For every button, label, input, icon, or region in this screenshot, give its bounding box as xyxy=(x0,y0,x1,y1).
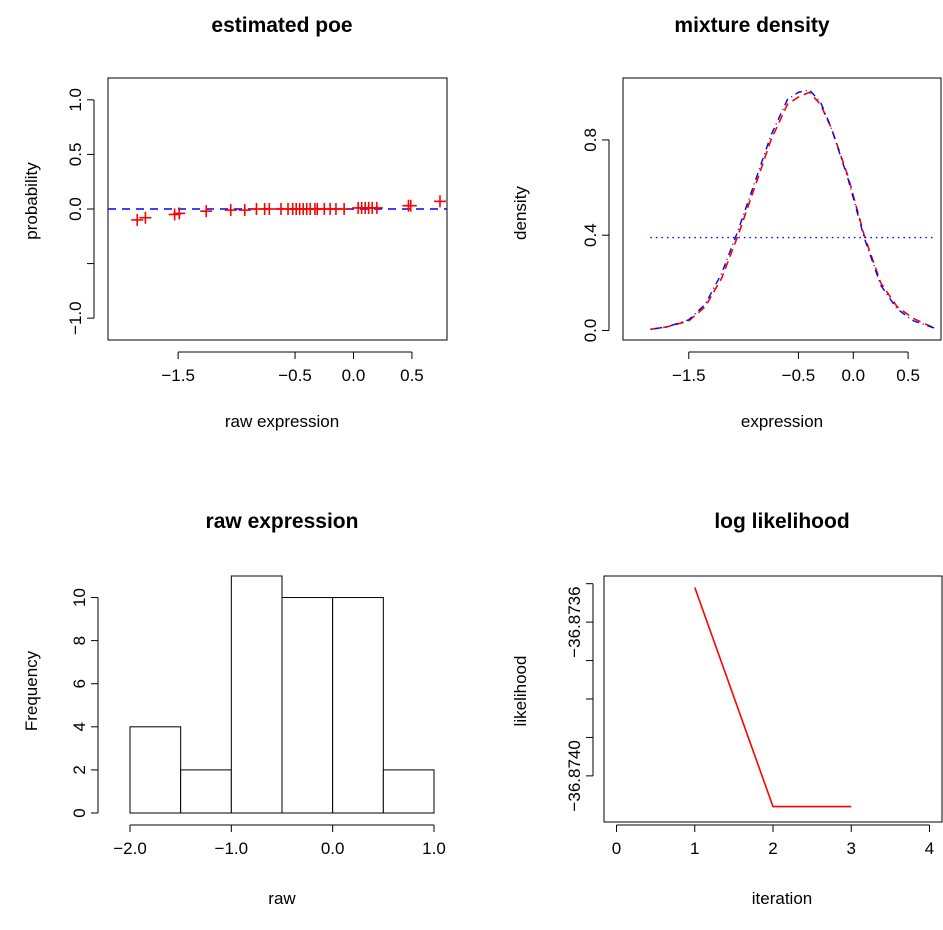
x-tick-label: 1.0 xyxy=(422,839,446,858)
x-tick-label: −0.5 xyxy=(278,366,312,385)
panel-log-likelihood: log likelihood iteration likelihood 0 1 2 3… xyxy=(511,510,943,908)
data-point xyxy=(263,203,276,215)
data-point xyxy=(238,204,251,217)
x-tick-label: 0.0 xyxy=(841,366,865,385)
panel-title: log likelihood xyxy=(714,510,849,533)
plot-frame xyxy=(622,77,942,341)
x-tick-label: 0 xyxy=(612,839,621,858)
x-tick-label: 3 xyxy=(847,839,856,858)
data-point xyxy=(131,213,144,226)
histogram-bar xyxy=(281,597,334,814)
plot-marks xyxy=(108,195,447,226)
density-estimate-line xyxy=(650,89,935,330)
density-fit-line xyxy=(650,91,935,331)
histogram-bar xyxy=(129,726,182,814)
x-tick-label: −1.0 xyxy=(215,839,249,858)
data-point xyxy=(338,203,351,215)
x-tick-label: 0.5 xyxy=(400,366,424,385)
x-tick-label: 4 xyxy=(925,839,934,858)
x-axis-label: raw expression xyxy=(225,412,339,431)
y-tick-label: −36.8740 xyxy=(565,740,584,811)
panel-title: raw expression xyxy=(206,510,359,533)
panel-raw-expression: raw expression raw Frequency −2.0 −1.0 0.0… xyxy=(22,510,446,908)
y-axis: −36.8736 −36.8740 xyxy=(565,583,594,812)
x-axis: −2.0 −1.0 0.0 1.0 xyxy=(113,824,446,858)
panel-title: mixture density xyxy=(674,14,830,37)
data-point xyxy=(433,195,446,208)
x-tick-label: −1.5 xyxy=(672,366,706,385)
x-axis-label: iteration xyxy=(752,889,812,908)
y-axis-label: Frequency xyxy=(22,650,41,731)
data-point xyxy=(224,204,237,217)
x-axis: 0 1 2 3 4 xyxy=(612,824,934,858)
y-tick-label: 0.4 xyxy=(581,223,600,247)
y-tick-label: 0.8 xyxy=(581,128,600,152)
y-tick-label: 0.5 xyxy=(66,143,85,167)
y-tick-label: 8 xyxy=(70,636,89,645)
x-tick-label: 1 xyxy=(690,839,699,858)
x-tick-label: −1.5 xyxy=(161,366,195,385)
plot-marks xyxy=(650,89,935,331)
data-point xyxy=(173,207,186,220)
x-tick-label: 0.0 xyxy=(321,839,345,858)
data-point xyxy=(139,211,152,224)
data-point xyxy=(370,201,383,214)
x-tick-label: 2 xyxy=(768,839,777,858)
x-tick-label: −0.5 xyxy=(782,366,816,385)
histogram-bar xyxy=(180,769,232,814)
y-tick-label: −1.0 xyxy=(66,301,85,335)
panel-title: estimated poe xyxy=(211,14,352,37)
y-axis-label: density xyxy=(511,186,530,240)
y-axis: 0 2 4 6 8 10 xyxy=(70,588,99,818)
panel-estimated-poe: estimated poe raw expression probability… xyxy=(22,14,448,431)
histogram-bar xyxy=(332,597,384,814)
x-axis: −1.5 −0.5 0.0 0.5 xyxy=(161,351,424,385)
y-tick-label: 1.0 xyxy=(66,88,85,112)
x-axis-label: raw xyxy=(268,889,296,908)
y-tick-label: 6 xyxy=(70,679,89,688)
plot-marks xyxy=(129,575,435,814)
x-tick-label: 0.0 xyxy=(342,366,366,385)
y-tick-label: 4 xyxy=(70,722,89,731)
panel-mixture-density: mixture density expression density −1.5−… xyxy=(511,14,942,431)
plot-frame xyxy=(603,575,943,823)
x-axis-label: expression xyxy=(741,412,823,431)
data-point xyxy=(404,199,417,212)
y-tick-label: 10 xyxy=(70,588,89,607)
y-tick-label: 2 xyxy=(70,765,89,774)
likelihood-line xyxy=(694,587,852,808)
y-axis: −1.0 0.0 0.5 1.0 xyxy=(66,88,95,335)
y-axis-label: probability xyxy=(22,162,41,240)
x-tick-label: 0.5 xyxy=(896,366,920,385)
x-axis: −1.5 −0.5 0.0 0.5 xyxy=(672,351,920,385)
y-tick-label: 0 xyxy=(70,808,89,817)
y-tick-label: 0.0 xyxy=(581,319,600,343)
y-tick-label: −36.8736 xyxy=(565,586,584,657)
data-point xyxy=(200,205,213,218)
histogram-bar xyxy=(230,575,283,814)
histogram-bar xyxy=(382,769,435,814)
plot-marks xyxy=(694,587,852,808)
y-axis-label: likelihood xyxy=(511,656,530,727)
x-tick-label: −2.0 xyxy=(113,839,147,858)
y-tick-label: 0.0 xyxy=(66,197,85,221)
y-axis: 0.0 0.4 0.8 xyxy=(581,128,610,343)
